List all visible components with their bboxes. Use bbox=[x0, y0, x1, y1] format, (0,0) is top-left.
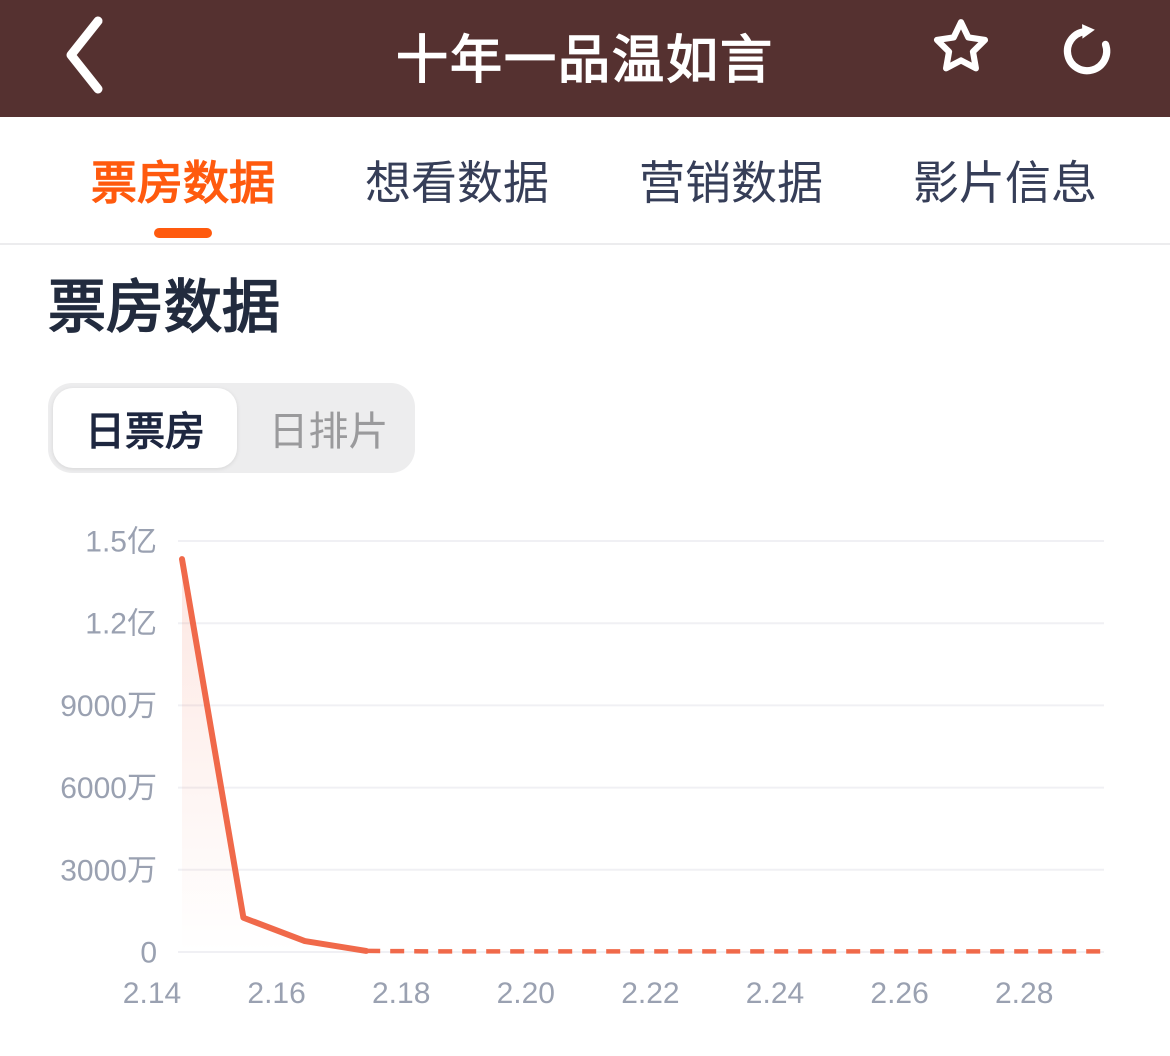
back-button[interactable] bbox=[58, 12, 110, 98]
y-axis-tick-label: 6000万 bbox=[60, 772, 157, 805]
chevron-left-icon bbox=[66, 16, 103, 94]
x-axis-tick-label: 2.24 bbox=[746, 977, 804, 1010]
star-icon bbox=[933, 19, 989, 72]
x-axis-tick-label: 2.18 bbox=[372, 977, 430, 1010]
toggle-daily-box-office[interactable]: 日票房 bbox=[53, 388, 237, 468]
tab-box-office-data[interactable]: 票房数据 bbox=[46, 117, 320, 243]
toggle-label: 日票房 bbox=[85, 410, 205, 454]
y-axis-tick-label: 0 bbox=[140, 937, 157, 970]
chart-type-toggle: 日票房 日排片 bbox=[48, 383, 415, 473]
x-axis-tick-label: 2.14 bbox=[123, 977, 181, 1010]
y-axis-tick-label: 1.2亿 bbox=[85, 608, 157, 641]
section-title: 票房数据 bbox=[48, 275, 281, 340]
x-axis-tick-label: 2.20 bbox=[497, 977, 555, 1010]
tab-film-info[interactable]: 影片信息 bbox=[868, 117, 1142, 243]
y-axis-tick-label: 3000万 bbox=[60, 854, 157, 887]
page-title: 十年一品温如言 bbox=[395, 31, 774, 90]
x-axis-tick-label: 2.22 bbox=[621, 977, 679, 1010]
x-axis-tick-label: 2.16 bbox=[247, 977, 305, 1010]
x-axis-tick-label: 2.28 bbox=[995, 977, 1053, 1010]
daily-box-office-line bbox=[179, 556, 370, 954]
active-tab-underline bbox=[154, 228, 212, 238]
tab-bar: 票房数据 想看数据 营销数据 影片信息 bbox=[0, 117, 1170, 245]
header: 十年一品温如言 bbox=[0, 0, 1170, 117]
tab-want-to-see-data[interactable]: 想看数据 bbox=[320, 117, 594, 243]
refresh-button[interactable] bbox=[1056, 17, 1118, 81]
y-axis-tick-label: 1.5亿 bbox=[85, 526, 157, 559]
tab-marketing-data[interactable]: 营销数据 bbox=[594, 117, 868, 243]
toggle-daily-screenings[interactable]: 日排片 bbox=[242, 383, 415, 473]
toggle-label: 日排片 bbox=[268, 410, 389, 454]
tab-label: 营销数据 bbox=[639, 157, 823, 209]
favorite-button[interactable] bbox=[930, 16, 992, 78]
daily-box-office-chart[interactable]: 1.5亿 1.2亿 9000万 6000万 3000万 0 2.14 2.16 2.18 2.20… bbox=[0, 500, 1170, 1056]
y-axis-tick-label: 9000万 bbox=[60, 690, 157, 723]
area-fill bbox=[182, 559, 367, 952]
tab-label: 想看数据 bbox=[365, 157, 549, 209]
refresh-icon bbox=[1063, 24, 1111, 75]
tab-label: 票房数据 bbox=[91, 157, 275, 209]
x-axis-tick-label: 2.26 bbox=[870, 977, 928, 1010]
tab-label: 影片信息 bbox=[913, 157, 1097, 209]
